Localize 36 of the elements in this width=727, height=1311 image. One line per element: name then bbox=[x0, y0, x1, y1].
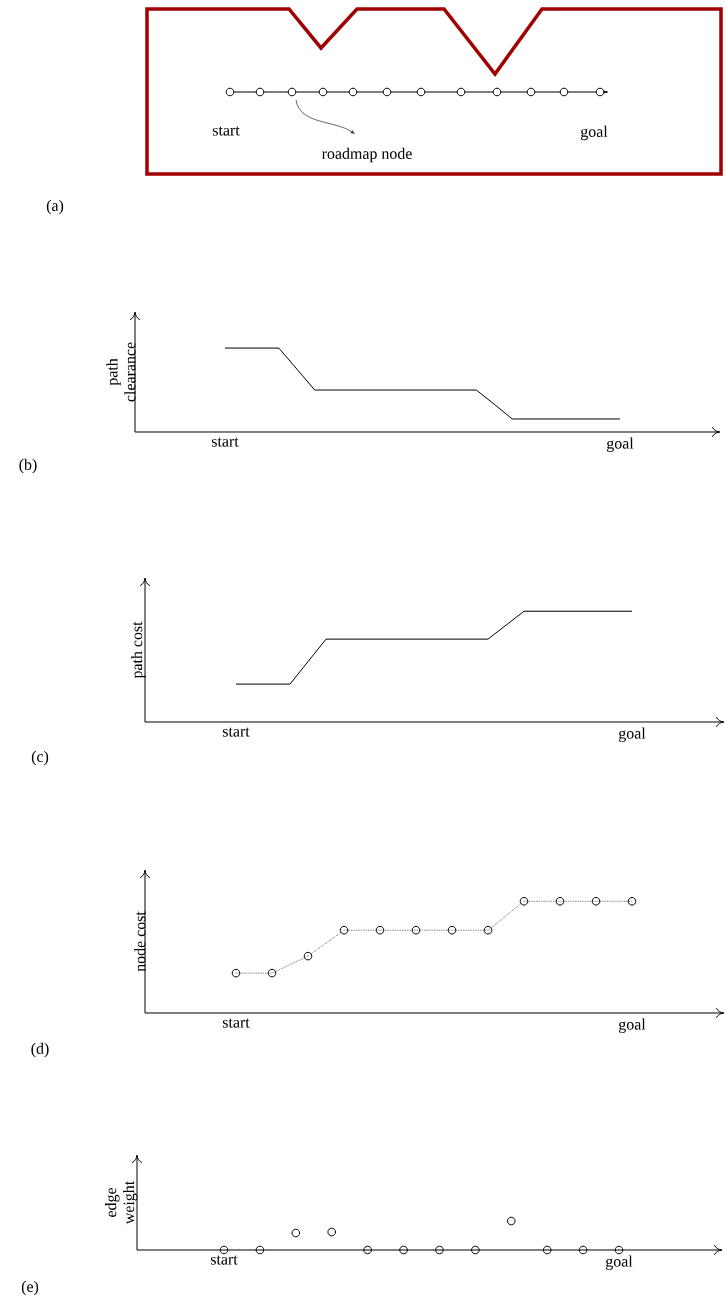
y-axis-title: path clearance bbox=[106, 342, 136, 402]
y-axis-title: path cost bbox=[131, 621, 146, 679]
text: (d) bbox=[31, 1042, 49, 1058]
text: start bbox=[212, 126, 240, 136]
point bbox=[375, 925, 385, 935]
point bbox=[339, 925, 349, 935]
text: roadmap node bbox=[321, 147, 412, 163]
point bbox=[399, 1245, 408, 1255]
point bbox=[591, 896, 601, 906]
point bbox=[291, 1228, 301, 1238]
point bbox=[483, 925, 493, 935]
point bbox=[519, 896, 529, 906]
point bbox=[471, 1245, 480, 1255]
text: (e) bbox=[21, 1280, 39, 1296]
y-axis-title: node cost bbox=[134, 911, 146, 972]
point bbox=[506, 1216, 516, 1226]
point bbox=[219, 1245, 229, 1255]
text: (b) bbox=[19, 458, 37, 474]
text: goal bbox=[580, 125, 608, 141]
y-axis-title: edge weight bbox=[105, 1180, 138, 1225]
point bbox=[542, 1245, 552, 1255]
point bbox=[255, 1245, 265, 1255]
point bbox=[303, 951, 313, 961]
point bbox=[411, 925, 421, 935]
point bbox=[267, 968, 277, 978]
point bbox=[435, 1245, 444, 1255]
point bbox=[327, 1227, 337, 1237]
point bbox=[627, 896, 637, 906]
point bbox=[447, 925, 457, 935]
point bbox=[614, 1245, 624, 1255]
point bbox=[231, 968, 241, 978]
point bbox=[578, 1245, 588, 1255]
text: (a) bbox=[46, 199, 64, 215]
text: (c) bbox=[31, 750, 49, 766]
point bbox=[555, 896, 565, 906]
point bbox=[363, 1245, 372, 1255]
